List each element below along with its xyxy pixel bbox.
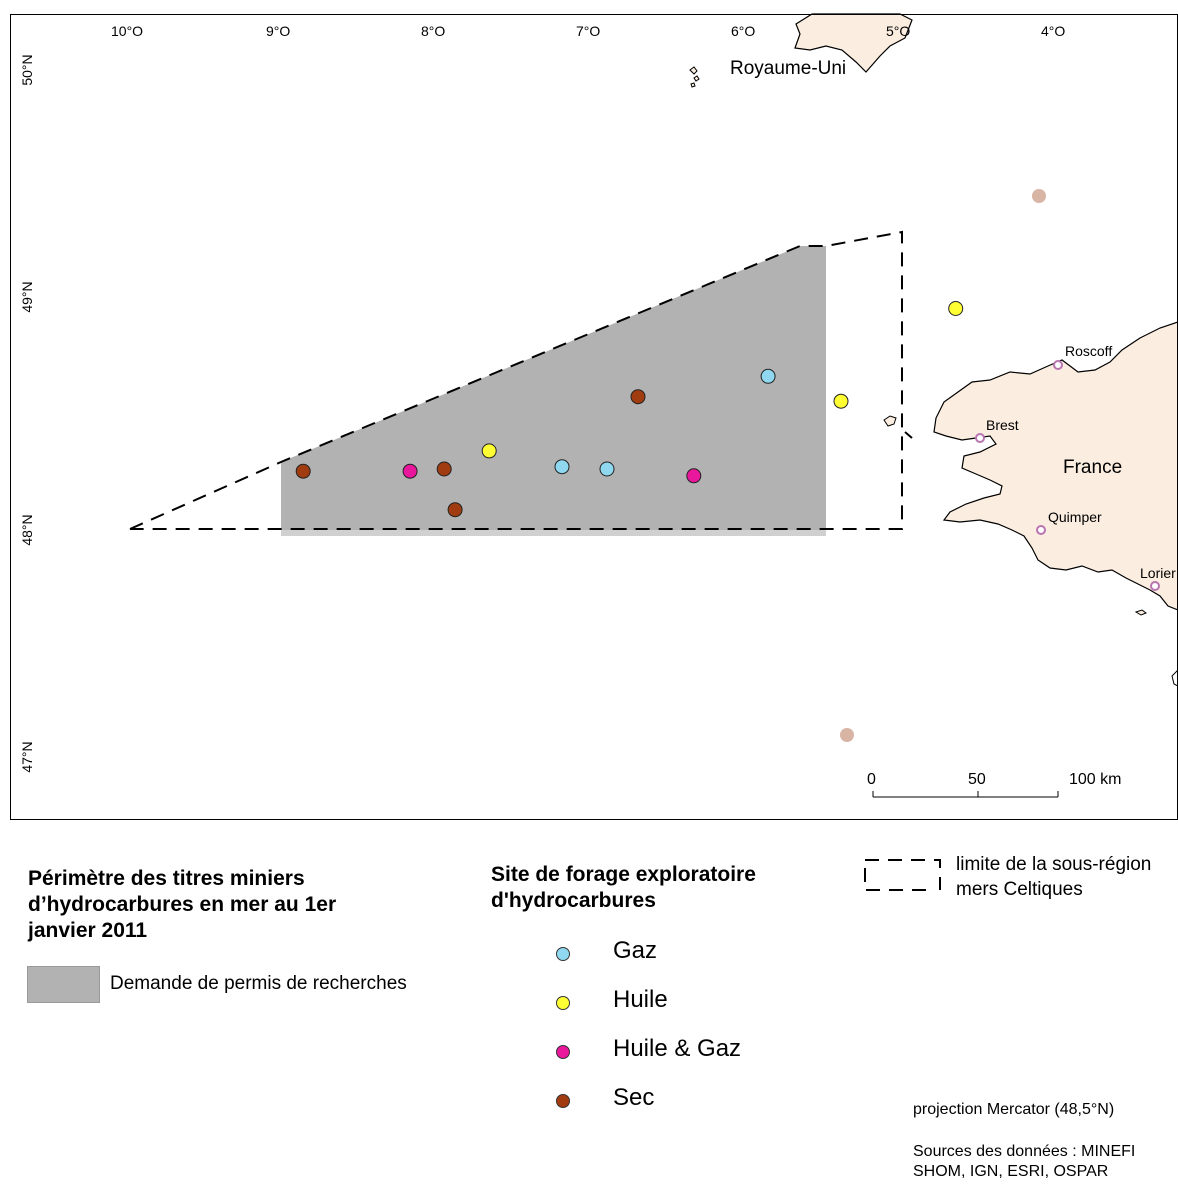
well-point	[554, 459, 570, 475]
longitude-label: 8°O	[421, 23, 445, 39]
longitude-label: 4°O	[1041, 23, 1065, 39]
site-legend-dot	[556, 1094, 570, 1108]
well-point	[481, 443, 497, 459]
map-frame: 10°O 9°O 8°O 7°O 6°O 5°O 4°O 50°N49°N48°N47°N …	[10, 13, 1178, 820]
latitude-label: 49°N	[19, 281, 35, 312]
permit-area	[281, 246, 826, 536]
glenan-island	[1134, 609, 1148, 616]
site-legend-label: Gaz	[613, 937, 658, 964]
label-france: France	[1063, 457, 1122, 478]
boundary-stub	[904, 431, 913, 439]
port-roscoff-marker	[1053, 360, 1063, 370]
scale-label-100: 100 km	[1069, 771, 1121, 788]
longitude-label: 9°O	[266, 23, 290, 39]
permit-swatch	[27, 966, 100, 1003]
latitude-label: 47°N	[19, 741, 35, 772]
label-brest: Brest	[986, 417, 1019, 433]
permit-legend-item: Demande de permis de recherches	[110, 973, 407, 994]
port-brest-marker	[975, 433, 985, 443]
boundary-legend-symbol	[864, 859, 941, 891]
site-legend-label: Sec	[613, 1084, 655, 1111]
longitude-label: 7°O	[576, 23, 600, 39]
uk-landmass	[794, 13, 913, 73]
longitude-label: 6°O	[731, 23, 755, 39]
well-point	[760, 368, 776, 384]
well-point	[436, 461, 452, 477]
sources-note-2: SHOM, IGN, ESRI, OSPAR	[913, 1163, 1109, 1180]
port-quimper-marker	[1036, 525, 1046, 535]
well-point	[833, 393, 849, 409]
longitude-label: 10°O	[111, 23, 143, 39]
longitude-labels: 10°O 9°O 8°O 7°O 6°O 5°O 4°O	[111, 23, 1065, 39]
faded-point-south	[840, 728, 854, 742]
port-lorient-marker	[1150, 581, 1160, 591]
france-landmass	[933, 321, 1178, 611]
site-legend-dot	[556, 947, 570, 961]
faded-point-north	[1032, 189, 1046, 203]
latitude-label: 50°N	[19, 54, 35, 85]
label-roscoff: Roscoff	[1065, 343, 1112, 359]
well-point	[447, 502, 463, 518]
sites-legend-title: Site de forage exploratoire d'hydrocarbu…	[491, 863, 756, 912]
site-legend-label: Huile & Gaz	[613, 1035, 742, 1062]
boundary-legend-label-2: mers Celtiques	[956, 879, 1083, 900]
projection-note: projection Mercator (48,5°N)	[913, 1101, 1115, 1118]
scilly-islands	[689, 66, 700, 88]
site-legend-dot	[556, 1045, 570, 1059]
scale-bar: 0 50 100 km	[867, 771, 1121, 798]
longitude-label: 5°O	[886, 23, 910, 39]
well-point	[630, 389, 646, 405]
well-point	[948, 301, 964, 316]
site-legend-dot	[556, 996, 570, 1010]
well-point	[686, 468, 702, 484]
scale-label-50: 50	[968, 771, 986, 788]
well-points	[295, 301, 964, 518]
well-point	[402, 463, 418, 479]
scale-label-0: 0	[867, 771, 876, 788]
label-uk: Royaume-Uni	[730, 58, 846, 79]
label-lorient: Lorier	[1140, 565, 1176, 581]
latitude-labels: 50°N 49°N 48°N 47°N	[19, 54, 35, 772]
site-legend-label: Huile	[613, 986, 668, 1013]
boundary-legend-label-1: limite de la sous-région	[956, 854, 1152, 875]
well-point	[295, 463, 311, 479]
well-point	[599, 461, 615, 477]
belle-ile-edge	[1171, 669, 1178, 687]
legend-panel: Périmètre des titres miniers d’hydrocarb…	[0, 826, 1178, 1192]
permit-legend-title: Périmètre des titres miniers d’hydrocarb…	[28, 867, 337, 942]
latitude-label: 48°N	[19, 514, 35, 545]
permit-area-edge	[281, 530, 826, 536]
label-quimper: Quimper	[1048, 509, 1102, 525]
sources-note-1: Sources des données : MINEFI	[913, 1143, 1136, 1160]
celtic-seas-boundary	[129, 230, 903, 530]
ouessant-island	[883, 415, 897, 427]
